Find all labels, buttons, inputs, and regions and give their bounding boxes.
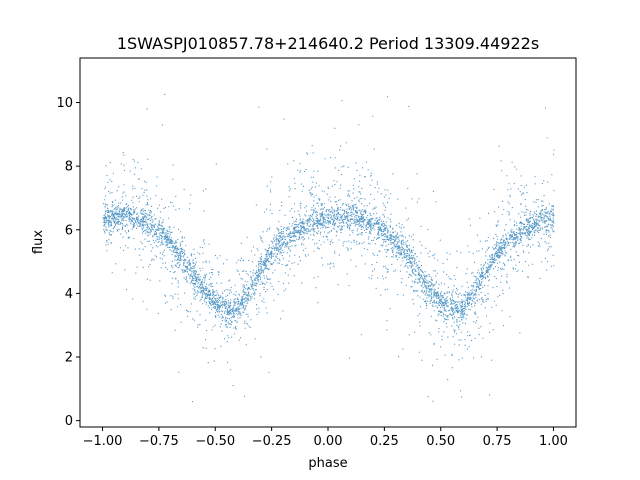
x-tick-label: −0.75: [139, 434, 179, 449]
x-tick-label: −0.25: [252, 434, 292, 449]
x-axis-label: phase: [308, 456, 347, 471]
y-tick-label: 4: [65, 287, 73, 302]
chart-title: 1SWASPJ010857.78+214640.2 Period 13309.4…: [117, 34, 539, 53]
x-tick-label: 0.00: [314, 434, 343, 449]
scatter-points: [102, 93, 555, 403]
x-tick-label: 0.25: [370, 434, 399, 449]
x-tick-label: −1.00: [83, 434, 123, 449]
x-tick-label: 1.00: [539, 434, 568, 449]
y-tick-label: 8: [65, 160, 73, 175]
y-tick-label: 2: [65, 351, 73, 366]
y-axis: 0 2 4 6 8 10: [56, 96, 80, 429]
x-tick-label: −0.50: [195, 434, 235, 449]
data-points: [102, 93, 555, 403]
x-tick-label: 0.50: [426, 434, 455, 449]
y-tick-label: 10: [56, 96, 73, 111]
y-tick-label: 0: [65, 414, 73, 429]
x-axis: −1.00 −0.75 −0.50 −0.25 0.00 0.25 0.50 0.75 1.00: [83, 427, 568, 449]
y-tick-label: 6: [65, 223, 73, 238]
x-tick-label: 0.75: [483, 434, 512, 449]
y-axis-label: flux: [31, 230, 46, 254]
